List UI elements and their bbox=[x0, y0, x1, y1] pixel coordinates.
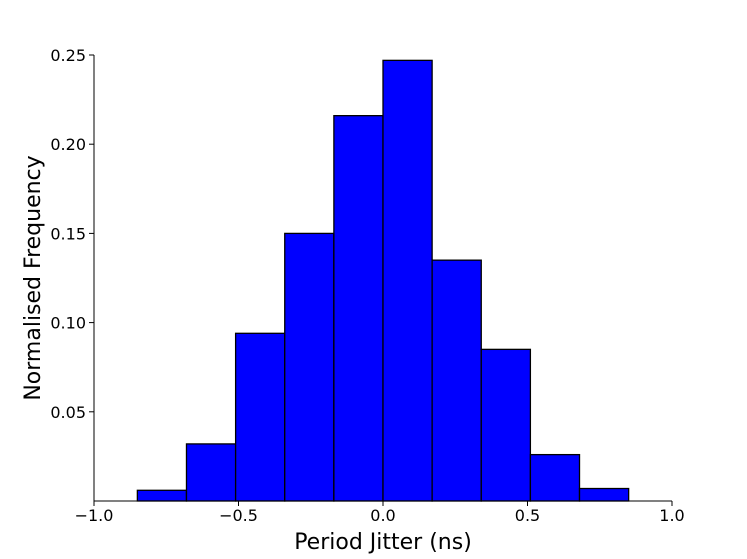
histogram-bar bbox=[185, 443, 237, 502]
histogram-bar bbox=[284, 232, 335, 502]
x-tick-label: −1.0 bbox=[75, 506, 114, 525]
x-tick-label: 0.5 bbox=[515, 506, 540, 525]
y-axis-label: Normalised Frequency bbox=[21, 155, 46, 400]
histogram-bar bbox=[480, 348, 532, 502]
bars-group bbox=[136, 59, 630, 502]
x-tick-label: −0.5 bbox=[219, 506, 258, 525]
x-axis-label: Period Jitter (ns) bbox=[294, 530, 472, 555]
x-tick-label: 0.0 bbox=[370, 506, 395, 525]
histogram-bar bbox=[382, 59, 433, 502]
y-ticks-group: 0.05 0.10 0.15 0.20 0.25 bbox=[50, 46, 94, 422]
y-tick-label: 0.15 bbox=[50, 224, 86, 243]
histogram-bar bbox=[136, 489, 188, 502]
y-tick-label: 0.20 bbox=[50, 135, 86, 154]
x-ticks-group: −1.0 −0.5 0.0 0.5 1.0 bbox=[75, 501, 685, 525]
histogram-bar bbox=[333, 115, 384, 502]
histogram-bar bbox=[234, 332, 286, 502]
histogram-bar bbox=[431, 259, 482, 502]
y-tick-label: 0.10 bbox=[50, 314, 86, 333]
x-tick-label: 1.0 bbox=[659, 506, 684, 525]
histogram-bar bbox=[578, 487, 630, 502]
y-tick-label: 0.25 bbox=[50, 46, 86, 65]
y-tick-label: 0.05 bbox=[50, 403, 86, 422]
histogram-bar bbox=[529, 453, 581, 502]
